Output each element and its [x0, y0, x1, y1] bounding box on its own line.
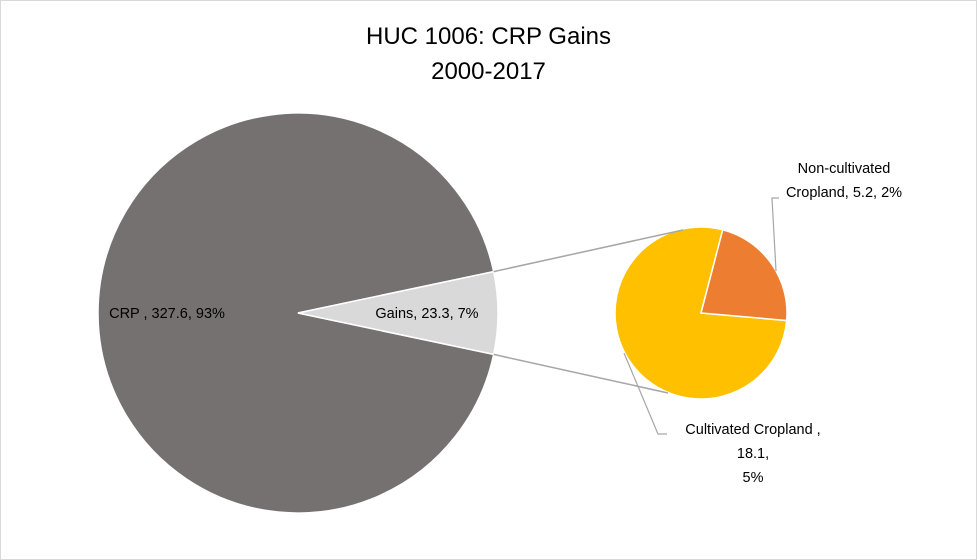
slice-crp — [97, 112, 495, 514]
slice-non-cultivated-cropland — [700, 228, 788, 322]
chart-title: HUC 1006: CRP Gains 2000-2017 — [1, 19, 976, 89]
data-label-gains: Gains, 23.3, 7% — [375, 306, 478, 322]
data-label-non-cultivated-cropland: Non-cultivated Cropland, 5.2, 2% — [786, 161, 902, 201]
chart-title-line-2: 2000-2017 — [431, 58, 546, 85]
data-label-cultivated-cropland-line-1: Cultivated Cropland , — [685, 422, 820, 438]
data-label-gains-line-1: Gains, 23.3, 7% — [375, 306, 478, 322]
data-label-crp: CRP , 327.6, 93% — [109, 306, 225, 322]
data-label-non-cultivated-cropland-line-1: Non-cultivated — [798, 161, 891, 177]
leader-line-cultivated — [623, 352, 667, 435]
connector-line-top — [493, 229, 684, 273]
data-label-non-cultivated-cropland-line-2: Cropland, 5.2, 2% — [786, 185, 902, 201]
leader-line-non-cultivated — [771, 197, 779, 272]
chart-title-line-1: HUC 1006: CRP Gains — [366, 23, 611, 50]
data-label-cultivated-cropland-line-2: 18.1, — [737, 446, 769, 462]
data-label-cultivated-cropland-line-3: 5% — [743, 470, 764, 486]
data-label-crp-line-1: CRP , 327.6, 93% — [109, 306, 225, 322]
connector-line-bottom — [493, 353, 669, 394]
data-label-cultivated-cropland: Cultivated Cropland , 18.1, 5% — [685, 422, 820, 486]
slice-gains — [297, 270, 499, 356]
